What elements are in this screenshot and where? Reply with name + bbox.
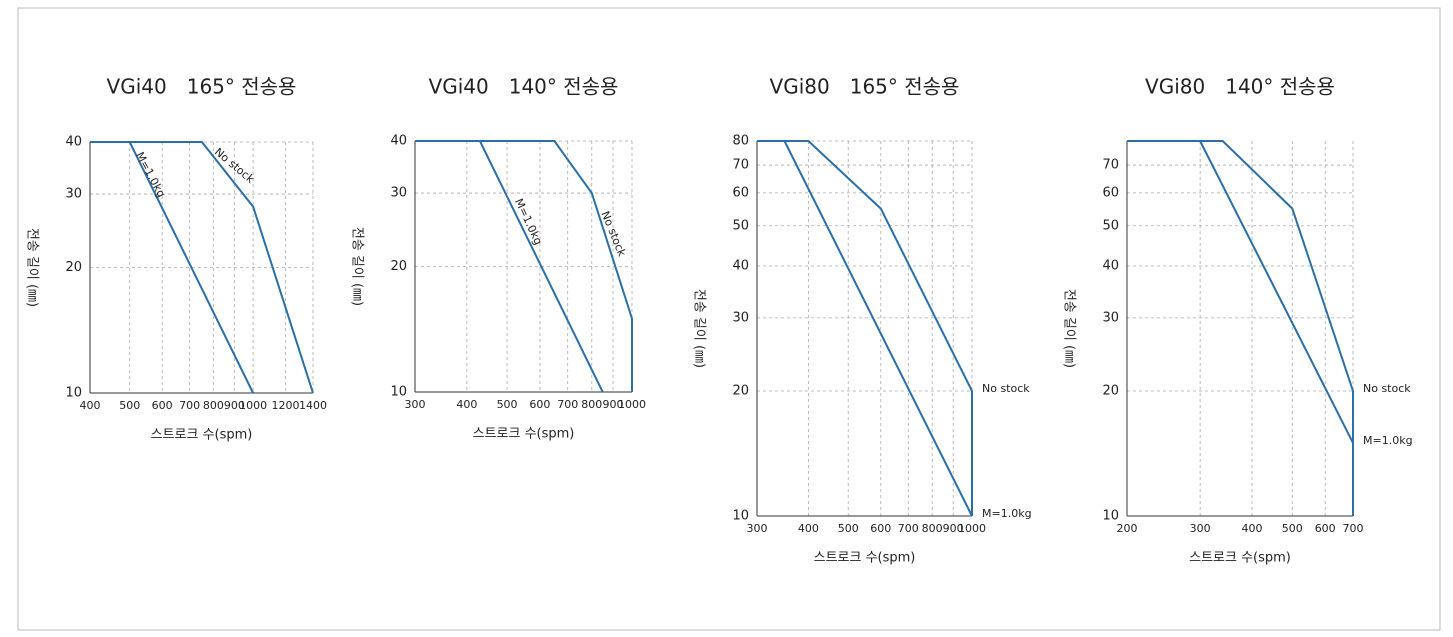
x-tick-label: 600 bbox=[1315, 522, 1336, 535]
x-tick-label: 400 bbox=[798, 522, 819, 535]
x-tick-label: 900 bbox=[224, 399, 245, 412]
y-tick-label: 40 bbox=[390, 134, 407, 149]
x-tick-label: 1000 bbox=[239, 399, 267, 412]
border bbox=[17, 7, 1441, 631]
y-tick-label: 40 bbox=[732, 259, 749, 274]
series-label: No stock bbox=[982, 382, 1030, 395]
x-tick-label: 500 bbox=[119, 399, 140, 412]
y-tick-label: 70 bbox=[732, 158, 749, 173]
series-label: M=1.0kg bbox=[133, 150, 168, 200]
x-axis-label: 스트로크 수(spm) bbox=[814, 551, 916, 566]
x-tick-label: 300 bbox=[1190, 522, 1211, 535]
y-tick-label: 20 bbox=[390, 259, 407, 274]
y-axis-label: 전송 길이 (㎜) bbox=[350, 227, 365, 306]
x-tick-label: 600 bbox=[529, 398, 550, 411]
y-tick-label: 40 bbox=[65, 135, 82, 150]
x-tick-label: 300 bbox=[747, 522, 768, 535]
series-label: No stock bbox=[599, 209, 629, 259]
x-axis-label: 스트로크 수(spm) bbox=[1189, 551, 1291, 566]
y-tick-label: 70 bbox=[1102, 158, 1119, 173]
x-tick-label: 1200 bbox=[272, 399, 300, 412]
y-tick-label: 20 bbox=[65, 260, 82, 275]
y-tick-label: 60 bbox=[1102, 185, 1119, 200]
y-tick-label: 30 bbox=[65, 187, 82, 202]
y-axis-label: 전송 길이 (㎜) bbox=[1062, 289, 1077, 368]
series-line bbox=[415, 140, 604, 393]
y-tick-label: 30 bbox=[732, 310, 749, 325]
x-tick-label: 500 bbox=[1282, 522, 1303, 535]
y-axis-label: 전송 길이 (㎜) bbox=[25, 228, 40, 307]
y-tick-label: 50 bbox=[1102, 218, 1119, 233]
y-tick-label: 50 bbox=[732, 218, 749, 233]
x-tick-label: 600 bbox=[870, 522, 891, 535]
series-label: No stock bbox=[1363, 382, 1411, 395]
x-tick-label: 700 bbox=[1343, 522, 1364, 535]
chart-title: VGi80 140° 전송용 bbox=[1145, 75, 1335, 99]
x-tick-label: 600 bbox=[152, 399, 173, 412]
x-tick-label: 700 bbox=[179, 399, 200, 412]
y-tick-label: 30 bbox=[390, 186, 407, 201]
x-tick-label: 400 bbox=[80, 399, 101, 412]
x-tick-label: 1000 bbox=[618, 398, 646, 411]
series-line bbox=[415, 140, 633, 392]
x-tick-label: 800 bbox=[581, 398, 602, 411]
chart-title: VGi80 165° 전송용 bbox=[770, 75, 960, 99]
chart: VGi80 140° 전송용 200 300 400 500 600 700 10 20 30 40… bbox=[1062, 75, 1413, 566]
series-line bbox=[1127, 140, 1354, 444]
x-tick-label: 400 bbox=[1242, 522, 1263, 535]
chart-title: VGi40 165° 전송용 bbox=[107, 75, 297, 99]
x-tick-label: 1000 bbox=[958, 522, 986, 535]
y-tick-label: 40 bbox=[1102, 259, 1119, 274]
series-label: M=1.0kg bbox=[982, 507, 1032, 520]
y-tick-label: 60 bbox=[732, 185, 749, 200]
y-tick-label: 10 bbox=[1102, 509, 1119, 524]
series-label: M=1.0kg bbox=[1363, 434, 1413, 447]
y-tick-label: 30 bbox=[1102, 310, 1119, 325]
series-line bbox=[757, 140, 973, 516]
x-tick-label: 200 bbox=[1117, 522, 1138, 535]
series-line bbox=[1127, 140, 1354, 516]
x-tick-label: 800 bbox=[203, 399, 224, 412]
series-line bbox=[90, 141, 314, 394]
x-tick-label: 1400 bbox=[299, 399, 327, 412]
x-tick-label: 400 bbox=[456, 398, 477, 411]
y-tick-label: 80 bbox=[732, 134, 749, 149]
x-tick-label: 700 bbox=[898, 522, 919, 535]
x-tick-label: 500 bbox=[497, 398, 518, 411]
x-axis-label: 스트로크 수(spm) bbox=[473, 427, 575, 442]
x-tick-label: 800 bbox=[922, 522, 943, 535]
y-tick-label: 10 bbox=[65, 386, 82, 401]
y-tick-label: 10 bbox=[732, 509, 749, 524]
y-tick-label: 10 bbox=[390, 385, 407, 400]
y-tick-label: 20 bbox=[732, 384, 749, 399]
x-tick-label: 900 bbox=[943, 522, 964, 535]
y-tick-label: 20 bbox=[1102, 384, 1119, 399]
x-tick-label: 700 bbox=[557, 398, 578, 411]
x-tick-label: 900 bbox=[603, 398, 624, 411]
x-axis-label: 스트로크 수(spm) bbox=[151, 428, 253, 443]
x-tick-label: 500 bbox=[838, 522, 859, 535]
chart-title: VGi40 140° 전송용 bbox=[429, 75, 619, 99]
y-axis-label: 전송 길이 (㎜) bbox=[692, 289, 707, 368]
x-tick-label: 300 bbox=[405, 398, 426, 411]
series-line bbox=[757, 140, 973, 517]
